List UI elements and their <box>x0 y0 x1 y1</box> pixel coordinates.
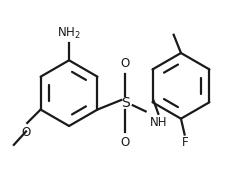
Text: O: O <box>120 136 130 149</box>
Text: S: S <box>121 96 130 110</box>
Text: F: F <box>182 136 189 149</box>
Text: NH$_2$: NH$_2$ <box>57 26 81 41</box>
Text: O: O <box>120 57 130 70</box>
Text: O: O <box>22 126 31 139</box>
Text: NH: NH <box>150 116 168 129</box>
